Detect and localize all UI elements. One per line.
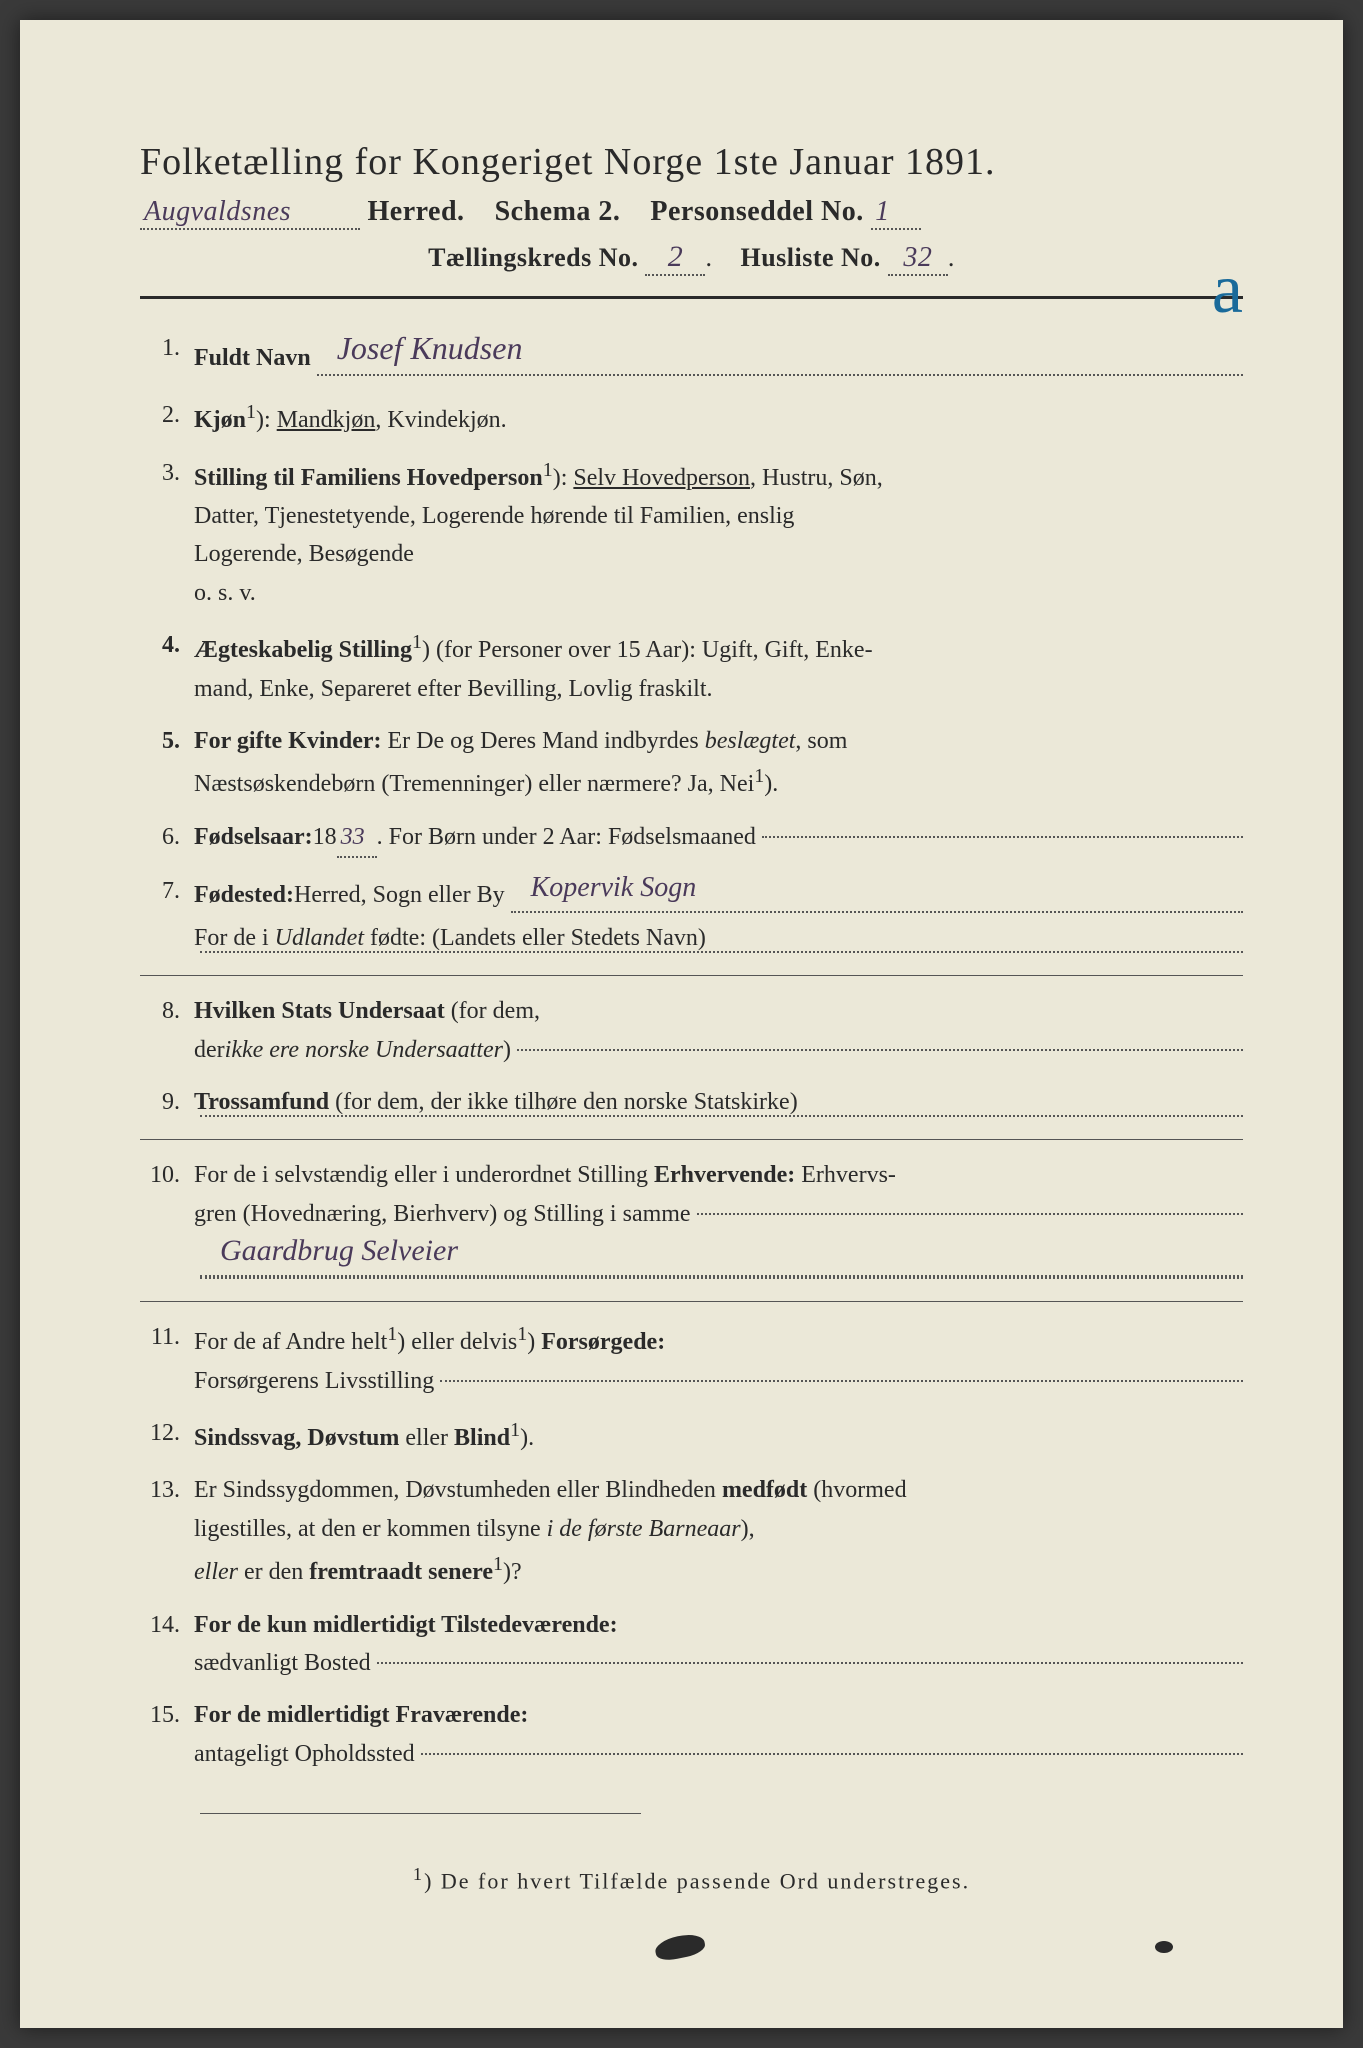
herred-label: Herred.	[368, 196, 465, 227]
field-1: 1. Fuldt Navn Josef Knudsen	[140, 329, 1243, 382]
footnote: 1) De for hvert Tilfælde passende Ord un…	[140, 1864, 1243, 1894]
kjon-label: Kjøn	[194, 407, 246, 433]
field-11: 11. For de af Andre helt1) eller delvis1…	[140, 1318, 1243, 1400]
forsorgeren-blank	[440, 1380, 1243, 1382]
opholdssted-blank	[421, 1753, 1243, 1755]
udlandet-blank	[200, 951, 1243, 953]
field-4: 4. Ægteskabelig Stilling1) (for Personer…	[140, 626, 1243, 708]
erhverv-value: Gaardbrug Selveier	[200, 1227, 1243, 1277]
schema-label: Schema 2.	[495, 196, 621, 227]
field-9: 9. Trossamfund (for dem, der ikke tilhør…	[140, 1083, 1243, 1123]
fodested-label: Fødested:	[194, 876, 294, 914]
fuldt-navn-value: Josef Knudsen	[317, 323, 1243, 376]
field-number: 4.	[140, 626, 194, 708]
fravaerende-label: For de midlertidigt Fraværende:	[194, 1702, 528, 1728]
trossamfund-blank	[200, 1115, 1243, 1117]
field-number: 1.	[140, 329, 194, 382]
bosted-blank	[377, 1662, 1243, 1664]
fodested-value: Kopervik Sogn	[511, 866, 1243, 913]
herred-name-handwritten: Augvaldsnes	[140, 196, 360, 230]
field-12: 12. Sindssvag, Døvstum eller Blind1).	[140, 1414, 1243, 1457]
trossamfund-label: Trossamfund	[194, 1089, 329, 1115]
field-number: 14.	[140, 1606, 194, 1683]
fuldt-navn-label: Fuldt Navn	[194, 339, 311, 377]
undersaat-label: Hvilken Stats Undersaat	[194, 998, 445, 1024]
field-number: 15.	[140, 1696, 194, 1773]
field-10: 10. For de i selvstændig eller i underor…	[140, 1156, 1243, 1285]
field-number: 12.	[140, 1414, 194, 1457]
footnote-ref: 1	[246, 401, 256, 423]
undersaat-blank	[517, 1049, 1243, 1051]
ink-smudge	[653, 1931, 706, 1963]
ink-dot	[1155, 1941, 1173, 1953]
erhverv-blank	[200, 1277, 1243, 1279]
field-number: 3.	[140, 454, 194, 613]
field-6: 6. Fødselsaar: 1833. For Børn under 2 Aa…	[140, 818, 1243, 858]
tkreds-label: Tællingskreds No.	[428, 243, 638, 272]
blue-annotation: a	[1212, 250, 1243, 330]
divider	[140, 975, 1243, 976]
fodselsmaaned-blank	[762, 836, 1243, 838]
gifte-kvinder-label: For gifte Kvinder:	[194, 728, 382, 754]
field-number: 9.	[140, 1083, 194, 1123]
tkreds-no: 2	[645, 240, 705, 276]
field-14: 14. For de kun midlertidigt Tilstedevære…	[140, 1606, 1243, 1683]
kjon-kvindekjon: Kvindekjøn.	[387, 407, 506, 433]
field-number: 6.	[140, 818, 194, 858]
field-2: 2. Kjøn1): Mandkjøn, Kvindekjøn.	[140, 396, 1243, 439]
husliste-no: 32	[888, 242, 948, 276]
field-15: 15. For de midlertidigt Fraværende: anta…	[140, 1696, 1243, 1773]
footnote-divider	[200, 1813, 641, 1814]
kjon-mandkjon: Mandkjøn	[277, 407, 376, 433]
field-number: 13.	[140, 1471, 194, 1591]
husliste-label: Husliste No.	[740, 243, 880, 272]
header-row-2: Tællingskreds No. 2. Husliste No. 32.	[140, 240, 1243, 276]
personseddel-no: 1	[871, 196, 921, 230]
field-7: 7. Fødested: Herred, Sogn eller By Koper…	[140, 872, 1243, 959]
field-8: 8. Hvilken Stats Undersaat (for dem, der…	[140, 992, 1243, 1069]
field-number: 5.	[140, 722, 194, 804]
stilling-label: Stilling til Familiens Hovedperson	[194, 465, 543, 491]
divider	[140, 1139, 1243, 1140]
field-number: 2.	[140, 396, 194, 439]
form-title: Folketælling for Kongeriget Norge 1ste J…	[140, 140, 1243, 184]
personseddel-label: Personseddel No.	[650, 196, 863, 227]
divider	[140, 1301, 1243, 1302]
field-number: 10.	[140, 1156, 194, 1285]
field-13: 13. Er Sindssygdommen, Døvstumheden elle…	[140, 1471, 1243, 1591]
census-form-page: Folketælling for Kongeriget Norge 1ste J…	[20, 20, 1343, 2028]
field-number: 11.	[140, 1318, 194, 1400]
aegteskab-label: Ægteskabelig Stilling	[194, 637, 412, 663]
stilling-selected: Selv Hovedperson	[573, 465, 750, 491]
field-3: 3. Stilling til Familiens Hovedperson1):…	[140, 454, 1243, 613]
header-row-1: Augvaldsnes Herred. Schema 2. Personsedd…	[140, 196, 1243, 230]
divider-top	[140, 296, 1243, 299]
fodselsaar-value: 33	[337, 818, 377, 858]
field-number: 7.	[140, 872, 194, 959]
tilstedevaerende-label: For de kun midlertidigt Tilstedeværende:	[194, 1612, 618, 1638]
fodselsaar-label: Fødselsaar:	[194, 818, 313, 856]
field-number: 8.	[140, 992, 194, 1069]
field-5: 5. For gifte Kvinder: Er De og Deres Man…	[140, 722, 1243, 804]
